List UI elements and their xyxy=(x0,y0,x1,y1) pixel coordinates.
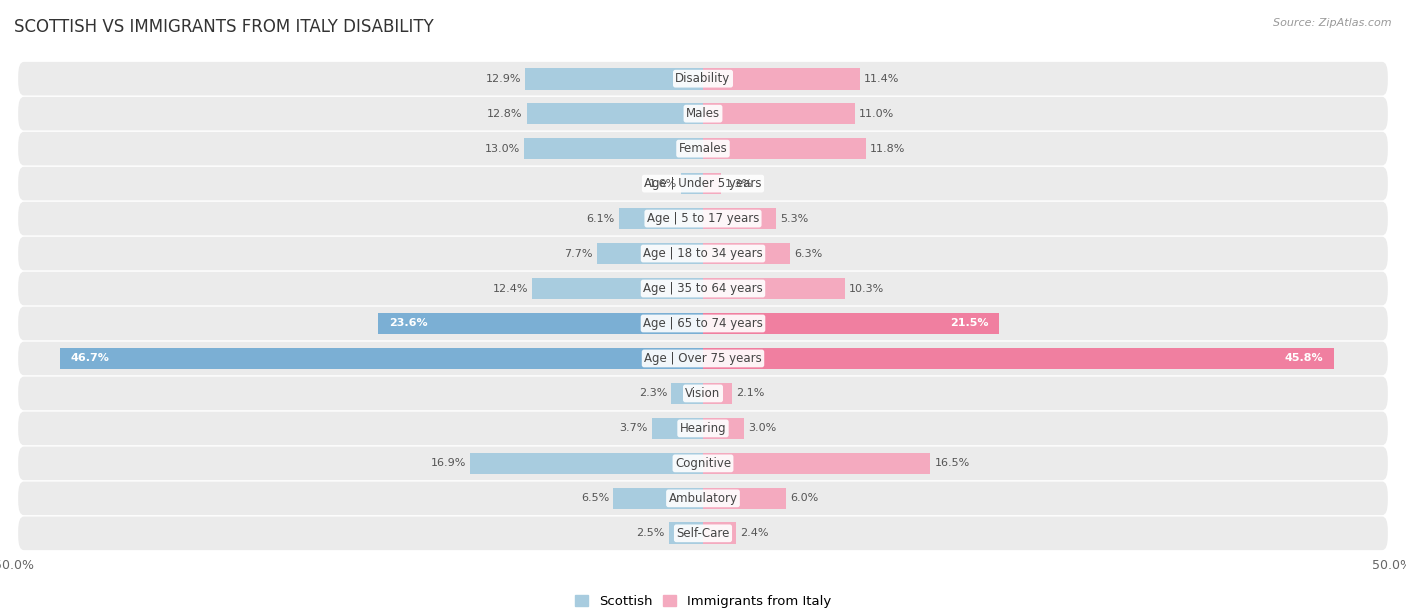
Text: 2.4%: 2.4% xyxy=(740,528,769,539)
FancyBboxPatch shape xyxy=(18,237,1388,271)
Bar xyxy=(619,207,703,230)
Text: 12.4%: 12.4% xyxy=(492,283,529,294)
Text: 6.5%: 6.5% xyxy=(581,493,609,503)
Bar xyxy=(681,173,703,195)
Bar xyxy=(703,173,721,195)
Text: 2.5%: 2.5% xyxy=(636,528,665,539)
Bar xyxy=(703,488,786,509)
Text: 23.6%: 23.6% xyxy=(389,318,427,329)
Bar xyxy=(703,313,1000,334)
Text: Age | 35 to 64 years: Age | 35 to 64 years xyxy=(643,282,763,295)
Text: Source: ZipAtlas.com: Source: ZipAtlas.com xyxy=(1274,18,1392,28)
Text: 3.7%: 3.7% xyxy=(620,424,648,433)
Text: Age | Over 75 years: Age | Over 75 years xyxy=(644,352,762,365)
Text: Disability: Disability xyxy=(675,72,731,85)
Bar xyxy=(59,348,703,369)
Text: 6.3%: 6.3% xyxy=(794,248,823,258)
Legend: Scottish, Immigrants from Italy: Scottish, Immigrants from Italy xyxy=(575,595,831,608)
Bar xyxy=(703,417,744,439)
Text: 16.5%: 16.5% xyxy=(935,458,970,468)
Text: Males: Males xyxy=(686,107,720,120)
Text: 16.9%: 16.9% xyxy=(430,458,465,468)
Bar xyxy=(470,452,703,474)
Bar xyxy=(703,523,737,544)
Text: 11.0%: 11.0% xyxy=(859,109,894,119)
FancyBboxPatch shape xyxy=(18,412,1388,445)
Text: Cognitive: Cognitive xyxy=(675,457,731,470)
Text: 1.6%: 1.6% xyxy=(648,179,676,188)
Text: 3.0%: 3.0% xyxy=(748,424,776,433)
FancyBboxPatch shape xyxy=(18,167,1388,200)
FancyBboxPatch shape xyxy=(18,341,1388,375)
FancyBboxPatch shape xyxy=(18,376,1388,410)
Text: SCOTTISH VS IMMIGRANTS FROM ITALY DISABILITY: SCOTTISH VS IMMIGRANTS FROM ITALY DISABI… xyxy=(14,18,434,36)
Text: 12.9%: 12.9% xyxy=(485,73,522,84)
FancyBboxPatch shape xyxy=(18,482,1388,515)
FancyBboxPatch shape xyxy=(18,202,1388,236)
Text: 7.7%: 7.7% xyxy=(564,248,593,258)
Bar xyxy=(527,103,703,124)
Bar xyxy=(703,382,733,405)
Text: Vision: Vision xyxy=(685,387,721,400)
Text: 13.0%: 13.0% xyxy=(485,144,520,154)
Text: Age | 65 to 74 years: Age | 65 to 74 years xyxy=(643,317,763,330)
Bar xyxy=(703,207,776,230)
Bar xyxy=(703,243,790,264)
Bar xyxy=(524,138,703,160)
Bar xyxy=(703,452,931,474)
Bar xyxy=(652,417,703,439)
Text: Age | Under 5 years: Age | Under 5 years xyxy=(644,177,762,190)
Bar xyxy=(703,278,845,299)
FancyBboxPatch shape xyxy=(18,517,1388,550)
Bar xyxy=(703,348,1334,369)
Bar xyxy=(703,68,860,89)
Bar xyxy=(531,278,703,299)
Text: 46.7%: 46.7% xyxy=(70,354,110,364)
Text: 6.1%: 6.1% xyxy=(586,214,614,223)
Text: 2.1%: 2.1% xyxy=(737,389,765,398)
Text: Ambulatory: Ambulatory xyxy=(668,492,738,505)
Text: Hearing: Hearing xyxy=(679,422,727,435)
Bar xyxy=(378,313,703,334)
Bar xyxy=(669,523,703,544)
Text: 10.3%: 10.3% xyxy=(849,283,884,294)
Text: Self-Care: Self-Care xyxy=(676,527,730,540)
Text: Age | 18 to 34 years: Age | 18 to 34 years xyxy=(643,247,763,260)
Text: 6.0%: 6.0% xyxy=(790,493,818,503)
FancyBboxPatch shape xyxy=(18,272,1388,305)
Text: 45.8%: 45.8% xyxy=(1285,354,1323,364)
Bar xyxy=(526,68,703,89)
FancyBboxPatch shape xyxy=(18,307,1388,340)
Text: 1.3%: 1.3% xyxy=(725,179,754,188)
Text: 21.5%: 21.5% xyxy=(949,318,988,329)
FancyBboxPatch shape xyxy=(18,97,1388,130)
Text: Females: Females xyxy=(679,142,727,155)
Bar xyxy=(598,243,703,264)
Bar xyxy=(613,488,703,509)
FancyBboxPatch shape xyxy=(18,447,1388,480)
Bar xyxy=(703,103,855,124)
Text: 11.4%: 11.4% xyxy=(865,73,900,84)
Text: Age | 5 to 17 years: Age | 5 to 17 years xyxy=(647,212,759,225)
Bar xyxy=(671,382,703,405)
Text: 5.3%: 5.3% xyxy=(780,214,808,223)
Bar xyxy=(703,138,866,160)
Text: 12.8%: 12.8% xyxy=(486,109,523,119)
FancyBboxPatch shape xyxy=(18,132,1388,165)
FancyBboxPatch shape xyxy=(18,62,1388,95)
Text: 11.8%: 11.8% xyxy=(870,144,905,154)
Text: 2.3%: 2.3% xyxy=(638,389,668,398)
